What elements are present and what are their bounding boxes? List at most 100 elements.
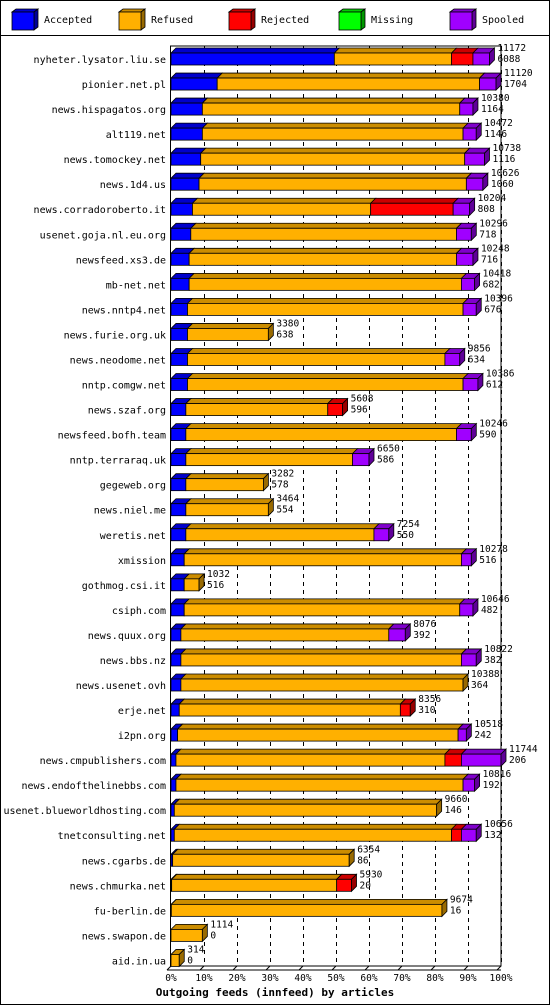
legend-swatch-side bbox=[471, 8, 477, 31]
bar-segment-refused bbox=[179, 673, 470, 692]
bar-front-face bbox=[170, 628, 182, 642]
bar-front-face bbox=[175, 753, 446, 767]
bar-front-face bbox=[444, 753, 462, 767]
bar-front-face bbox=[173, 803, 438, 817]
bar-total-label: 10738 bbox=[493, 143, 522, 154]
bar-front-face bbox=[185, 503, 269, 517]
bar-segment-refused bbox=[186, 348, 451, 366]
bar-total-label: 6354 bbox=[357, 844, 380, 855]
bar-top-face bbox=[184, 498, 275, 505]
bar-accepted-label: 1060 bbox=[491, 179, 514, 190]
bar-front-face bbox=[388, 628, 406, 642]
bar-segment-rejected bbox=[443, 748, 468, 767]
x-tick-label: 90% bbox=[459, 973, 476, 984]
bar-total-label: 9660 bbox=[445, 794, 468, 805]
bar-side-face bbox=[475, 823, 482, 843]
row-label: news.bbs.nz bbox=[100, 656, 166, 667]
bar-top-face bbox=[198, 172, 473, 179]
x-tick bbox=[331, 965, 337, 971]
bar-front-face bbox=[465, 177, 484, 191]
bar-segment-refused bbox=[188, 272, 468, 291]
bar-total-label: 11120 bbox=[504, 68, 533, 79]
bar-front-face bbox=[201, 102, 461, 116]
bar-top-face bbox=[170, 72, 224, 79]
bar-accepted-label: 132 bbox=[484, 830, 501, 841]
bar-total-label: 11172 bbox=[497, 43, 526, 54]
bar-segment-refused bbox=[171, 848, 356, 867]
bar-total-label: 9856 bbox=[468, 343, 491, 354]
bar-front-face bbox=[170, 603, 185, 617]
bar-accepted-label: 242 bbox=[474, 730, 491, 741]
bar-segment-refused bbox=[201, 97, 466, 116]
bar-side-face bbox=[262, 472, 269, 492]
legend-item-spooled: Spooled bbox=[448, 8, 524, 31]
bar-segment-rejected bbox=[326, 398, 349, 416]
legend-label: Missing bbox=[371, 15, 413, 26]
bar-front-face bbox=[170, 277, 190, 291]
bar-segment-refused bbox=[184, 398, 334, 416]
x-tick bbox=[463, 965, 469, 971]
bar-front-face bbox=[171, 878, 338, 892]
bar-front-face bbox=[173, 828, 452, 842]
bar-side-face bbox=[482, 172, 489, 192]
bar-front-face bbox=[336, 878, 352, 892]
legend-swatch-side bbox=[33, 8, 39, 31]
bar-segment-refused bbox=[186, 297, 470, 316]
x-tick bbox=[298, 965, 304, 971]
row-label: erje.net bbox=[118, 706, 166, 717]
x-tick bbox=[199, 965, 205, 971]
row-label: tnetconsulting.net bbox=[58, 831, 166, 842]
bar-front-face bbox=[201, 127, 464, 141]
bar-front-face bbox=[333, 52, 452, 66]
bar-top-face bbox=[188, 247, 463, 254]
bar-accepted-label: 192 bbox=[483, 780, 500, 791]
row-label: news.niel.me bbox=[94, 506, 166, 517]
bar-total-label: 10386 bbox=[486, 369, 515, 380]
bar-front-face bbox=[177, 728, 459, 742]
row-label: usenet.blueworldhosting.com bbox=[3, 806, 166, 817]
bar-front-face bbox=[170, 152, 202, 166]
row-label: newsfeed.bofh.team bbox=[58, 431, 166, 442]
bar-front-face bbox=[327, 403, 344, 416]
bar-front-face bbox=[170, 302, 188, 316]
bar-segment-refused bbox=[184, 523, 380, 542]
x-tick bbox=[364, 965, 370, 971]
bar-accepted-label: 364 bbox=[471, 680, 488, 691]
bar-front-face bbox=[185, 453, 353, 467]
bar-top-face bbox=[189, 222, 463, 229]
row-label: alt119.net bbox=[106, 130, 166, 141]
bar-front-face bbox=[460, 653, 477, 667]
bar-segment-refused bbox=[184, 498, 275, 517]
bar-accepted-label: 20 bbox=[360, 880, 372, 891]
bar-top-face bbox=[170, 924, 209, 930]
bar-total-label: 8076 bbox=[413, 619, 436, 630]
bar-side-face bbox=[472, 97, 479, 117]
row-label: news.1d4.us bbox=[100, 180, 166, 191]
bar-top-face bbox=[173, 798, 443, 805]
bar-segment-accepted bbox=[170, 272, 196, 291]
bar-front-face bbox=[460, 753, 502, 767]
bar-segment-accepted bbox=[170, 72, 224, 91]
bar-front-face bbox=[451, 828, 462, 842]
bar-total-label: 7254 bbox=[397, 519, 420, 530]
bar-front-face bbox=[170, 828, 175, 842]
bar-total-label: 10388 bbox=[471, 669, 500, 680]
bar-segment-accepted bbox=[170, 297, 194, 316]
bar-segment-refused bbox=[201, 122, 470, 141]
bar-front-face bbox=[170, 753, 177, 767]
x-tick-label: 100% bbox=[490, 973, 513, 984]
bar-top-face bbox=[170, 47, 341, 54]
bar-front-face bbox=[170, 202, 193, 216]
bar-accepted-label: 1164 bbox=[481, 104, 504, 115]
